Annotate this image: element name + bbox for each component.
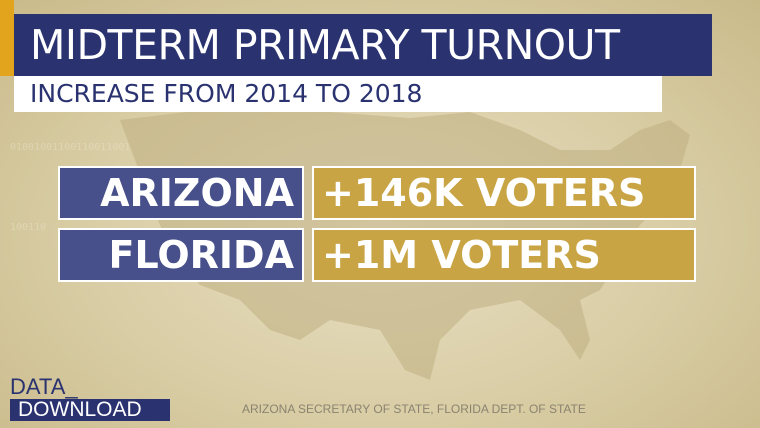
source-credit: ARIZONA SECRETARY OF STATE, FLORIDA DEPT… bbox=[242, 402, 586, 416]
page-subtitle: INCREASE FROM 2014 TO 2018 bbox=[14, 76, 662, 112]
logo-data: DATA_ bbox=[10, 374, 78, 399]
title-accent-bar bbox=[0, 0, 14, 76]
logo-download: DOWNLOAD bbox=[10, 399, 170, 421]
turnout-value: +146K VOTERS bbox=[312, 166, 696, 220]
svg-text:100110: 100110 bbox=[10, 222, 46, 233]
turnout-value: +1M VOTERS bbox=[312, 228, 696, 282]
svg-text:01001001100110011001: 01001001100110011001 bbox=[10, 142, 130, 153]
turnout-row-florida: FLORIDA +1M VOTERS bbox=[58, 228, 696, 282]
state-label: ARIZONA bbox=[58, 166, 304, 220]
turnout-row-arizona: ARIZONA +146K VOTERS bbox=[58, 166, 696, 220]
page-title: MIDTERM PRIMARY TURNOUT bbox=[14, 14, 712, 76]
state-label: FLORIDA bbox=[58, 228, 304, 282]
